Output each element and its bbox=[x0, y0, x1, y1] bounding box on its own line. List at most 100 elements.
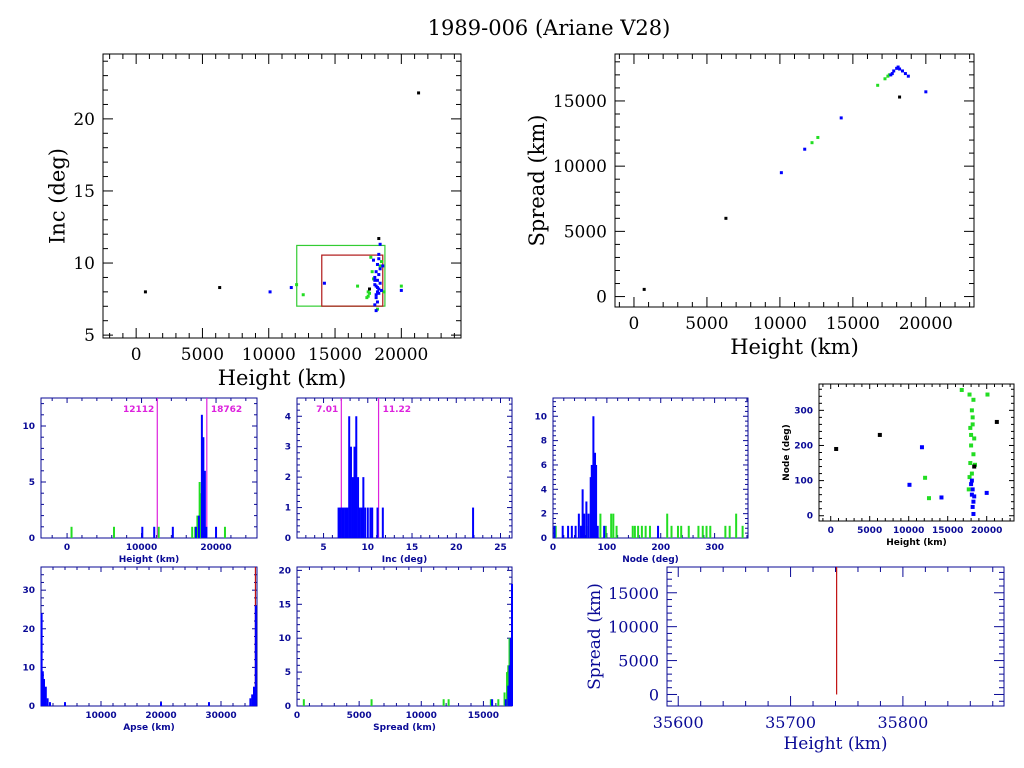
point-green bbox=[970, 422, 975, 427]
bar-green bbox=[599, 513, 602, 538]
height-histogram: 0 10000 20000 0 5 10 Height (km) 12112 18762 bbox=[22, 397, 258, 565]
bar-blue bbox=[472, 507, 475, 538]
bar-blue bbox=[596, 525, 599, 538]
point-blue bbox=[803, 147, 807, 151]
y-axis-label: Node (deg) bbox=[782, 424, 792, 481]
point-blue bbox=[779, 171, 783, 175]
x-tick-label: 20000 bbox=[145, 711, 176, 721]
point-black bbox=[377, 237, 381, 241]
point-green bbox=[382, 290, 386, 294]
point-green bbox=[985, 392, 990, 397]
bar-green bbox=[157, 526, 160, 538]
point-blue bbox=[969, 492, 974, 497]
point-blue bbox=[919, 445, 924, 450]
apse-histogram-frame bbox=[40, 566, 258, 707]
bar-green bbox=[70, 526, 73, 538]
y-tick-label: 100 bbox=[794, 477, 813, 487]
bar-green bbox=[112, 526, 115, 538]
point-blue bbox=[971, 511, 976, 516]
point-green bbox=[369, 255, 373, 259]
point-green bbox=[967, 392, 972, 397]
bar-blue bbox=[357, 477, 360, 538]
point-blue bbox=[970, 504, 975, 509]
point-green bbox=[810, 141, 814, 145]
y-tick-label: 15 bbox=[73, 182, 95, 202]
x-tick-label: 5 bbox=[320, 543, 326, 553]
spread-vs-height: 0 5000 10000 15000 20000050001000015000Heigh… bbox=[525, 53, 975, 359]
inc-histogram-frame bbox=[296, 397, 513, 539]
bar-blue bbox=[254, 605, 257, 706]
x-tick-label: 5000 bbox=[347, 711, 372, 721]
bar-blue bbox=[40, 613, 43, 706]
bar-green bbox=[191, 526, 194, 538]
y-tick-label: 20 bbox=[73, 110, 95, 130]
spread-vs-height-frame bbox=[614, 53, 975, 308]
x-axis-label: Height (km) bbox=[218, 366, 347, 390]
x-tick-label: 15000 bbox=[468, 711, 499, 721]
inc-vs-height: 0 5000 10000 15000 20000 5 10 15 20 Height (km) In… bbox=[45, 53, 462, 390]
y-tick-label: 10000 bbox=[553, 157, 607, 177]
point-green bbox=[368, 291, 372, 295]
bar-blue bbox=[504, 699, 507, 706]
point-black bbox=[877, 432, 882, 437]
bar-blue bbox=[366, 507, 369, 538]
y-tick-label: 10 bbox=[534, 412, 547, 422]
point-black bbox=[898, 95, 902, 99]
point-green bbox=[923, 475, 928, 480]
y-tick-label: 30 bbox=[22, 586, 35, 596]
bar-green bbox=[503, 692, 506, 706]
y-tick-label: 0 bbox=[807, 512, 813, 522]
point-green bbox=[968, 425, 973, 430]
bar-blue bbox=[348, 416, 351, 538]
x-tick-label: 10000 bbox=[753, 314, 807, 334]
point-blue bbox=[375, 262, 379, 266]
point-blue bbox=[984, 490, 989, 495]
bar-blue bbox=[561, 525, 564, 538]
y-tick-label: 10 bbox=[73, 254, 95, 274]
bar-green bbox=[666, 513, 669, 538]
node-histogram: 0 100 200 300 0 2 4 6 8 10 Node (deg) bbox=[534, 397, 749, 565]
x-axis-label: Apse (km) bbox=[123, 723, 175, 733]
point-blue bbox=[373, 303, 377, 307]
point-blue bbox=[381, 264, 385, 268]
y-tick-label: 20 bbox=[278, 566, 291, 576]
bar-green bbox=[223, 526, 226, 538]
bar-blue bbox=[160, 702, 162, 706]
point-blue bbox=[377, 291, 381, 295]
bar-green bbox=[506, 672, 509, 706]
point-blue bbox=[378, 242, 382, 246]
bar-blue bbox=[587, 513, 590, 538]
point-blue bbox=[374, 296, 378, 300]
point-blue bbox=[907, 482, 912, 487]
bar-blue bbox=[508, 665, 511, 706]
bar-green bbox=[728, 525, 731, 538]
bar-blue bbox=[589, 477, 592, 538]
point-black bbox=[994, 419, 999, 424]
point-green bbox=[876, 83, 880, 87]
point-blue bbox=[939, 495, 944, 500]
bar-green bbox=[196, 515, 199, 538]
bar-blue bbox=[369, 507, 372, 538]
point-blue bbox=[377, 252, 381, 256]
x-tick-label: 35700 bbox=[765, 713, 816, 732]
y-tick-label: 5 bbox=[285, 668, 291, 678]
bar-blue bbox=[371, 507, 374, 538]
x-tick-label: 35600 bbox=[653, 713, 704, 732]
x-tick-label: 20000 bbox=[200, 543, 231, 553]
point-green bbox=[378, 264, 382, 268]
point-blue bbox=[969, 478, 974, 483]
bar-blue bbox=[208, 702, 210, 706]
y-tick-label: 0 bbox=[285, 534, 291, 544]
bar-blue bbox=[353, 446, 356, 538]
point-blue bbox=[399, 288, 403, 292]
bar-blue bbox=[351, 477, 354, 538]
point-green bbox=[971, 452, 976, 457]
x-tick-label: 10000 bbox=[406, 711, 437, 721]
bar-green bbox=[610, 513, 613, 538]
x-tick-label: 0 bbox=[131, 345, 142, 365]
point-blue bbox=[268, 290, 272, 294]
bar-blue bbox=[509, 638, 512, 706]
y-axis-label: Spread (km) bbox=[585, 583, 605, 690]
y-tick-label: 3 bbox=[285, 443, 291, 453]
bar-green bbox=[735, 513, 738, 538]
